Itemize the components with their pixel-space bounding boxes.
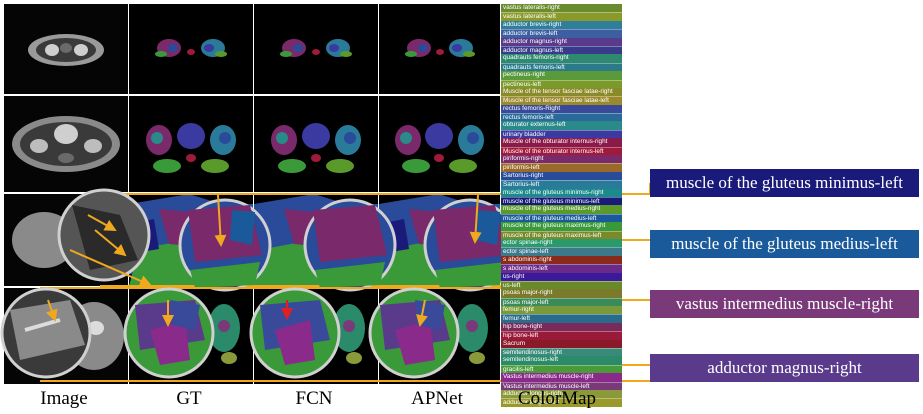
callout-gluteus-minimus-left: muscle of the gluteus minimus-left bbox=[650, 169, 919, 197]
colormap-item: obturator externus-left bbox=[501, 121, 622, 130]
colormap-item: femur-left bbox=[501, 314, 622, 323]
image-grid bbox=[4, 4, 500, 384]
colormap-item: s abdominis-left bbox=[501, 264, 622, 273]
colormap-item: Vastus intermedius muscle-right bbox=[501, 373, 622, 382]
row4-image bbox=[4, 288, 128, 384]
colormap-item: adductor longus-right bbox=[501, 389, 622, 399]
row3-gt bbox=[129, 194, 253, 286]
row2-gt bbox=[129, 96, 253, 192]
colormap-item: hip bone-left bbox=[501, 331, 622, 340]
colormap-item: pectineus-left bbox=[501, 79, 622, 88]
colormap-item: Muscle of the obturator internus-left bbox=[501, 146, 622, 156]
colormap-item: Vastus intermedius muscle-left bbox=[501, 381, 622, 390]
colormap-item: muscle of the gluteus maximus-right bbox=[501, 222, 622, 231]
row1-apnet bbox=[379, 4, 500, 94]
colormap-item: rectus femoris-Right bbox=[501, 104, 622, 114]
colormap-item: rectus femoris-left bbox=[501, 113, 622, 122]
row4-fcn bbox=[254, 288, 378, 384]
row2-apnet bbox=[379, 96, 500, 192]
colormap-legend: vastus lateralis-right vastus lateralis-l… bbox=[501, 4, 622, 407]
row2-image bbox=[4, 96, 128, 192]
colormap-item: muscle of the gluteus minimus-right bbox=[501, 188, 622, 197]
colormap-item: adductor brevis-right bbox=[501, 20, 622, 30]
column-label-image: Image bbox=[40, 388, 88, 409]
colormap-item: muscle of the gluteus minimus-left bbox=[501, 196, 622, 206]
column-label-gt: GT bbox=[176, 388, 202, 409]
row3-apnet bbox=[379, 194, 500, 286]
row2-fcn bbox=[254, 96, 378, 192]
colormap-item: Muscle of the tensor fasciae latae-right bbox=[501, 87, 622, 97]
colormap-item: Sacrum bbox=[501, 339, 622, 349]
row1-image bbox=[4, 4, 128, 94]
row3-fcn bbox=[254, 194, 378, 286]
colormap-item: muscle of the gluteus maximus-left bbox=[501, 230, 622, 239]
colormap-item: adductor longus-left bbox=[501, 398, 622, 407]
colormap-item: adductor brevis-left bbox=[501, 29, 622, 38]
colormap-item: Sartorius-left bbox=[501, 180, 622, 189]
colormap-item: psoas major-right bbox=[501, 289, 622, 298]
colormap-item: psoas major-left bbox=[501, 297, 622, 307]
colormap-item: gracilis-left bbox=[501, 364, 622, 374]
row1-gt bbox=[129, 4, 253, 94]
colormap-item: adductor magnus-left bbox=[501, 45, 622, 55]
colormap-item: piriformis-right bbox=[501, 155, 622, 164]
row1-fcn bbox=[254, 4, 378, 94]
colormap-item: us-left bbox=[501, 280, 622, 290]
colormap-item: us-right bbox=[501, 272, 622, 281]
colormap-item: Sartorius-right bbox=[501, 171, 622, 181]
colormap-item: adductor magnus-right bbox=[501, 37, 622, 46]
colormap-item: Muscle of the tensor fasciae latae-left bbox=[501, 96, 622, 105]
colormap-item: hip bone-right bbox=[501, 322, 622, 332]
colormap-item: quadrauts femoris-left bbox=[501, 62, 622, 72]
callout-vastus-intermedius-right: vastus intermedius muscle-right bbox=[650, 290, 919, 318]
callout-gluteus-medius-left: muscle of the gluteus medius-left bbox=[650, 230, 919, 258]
colormap-item: ector spinae-right bbox=[501, 238, 622, 248]
colormap-item: vastus lateralis-right bbox=[501, 4, 622, 13]
row4-gt bbox=[129, 288, 253, 384]
colormap-item: vastus lateralis-left bbox=[501, 12, 622, 21]
colormap-item: piriformis-left bbox=[501, 163, 622, 172]
colormap-item: ector spinae-left bbox=[501, 247, 622, 256]
callout-adductor-magnus-right: adductor magnus-right bbox=[650, 354, 919, 382]
colormap-item: urinary bladder bbox=[501, 129, 622, 139]
row3-image bbox=[4, 194, 128, 286]
colormap-item: Muscle of the obturator internus-right bbox=[501, 138, 622, 147]
colormap-item: pectineus-right bbox=[501, 71, 622, 80]
colormap-item: s abdominis-right bbox=[501, 255, 622, 265]
row4-apnet bbox=[379, 288, 500, 384]
column-labels: Image GT FCN APNet ColorMap bbox=[0, 388, 923, 414]
column-label-apnet: APNet bbox=[411, 388, 463, 409]
colormap-item: muscle of the gluteus medius-left bbox=[501, 213, 622, 223]
column-label-fcn: FCN bbox=[295, 388, 333, 409]
column-label-colormap: ColorMap bbox=[517, 388, 597, 409]
colormap-item: quadrauts femoris-right bbox=[501, 54, 622, 63]
colormap-item: semitendinosus-right bbox=[501, 348, 622, 357]
colormap-item: femur-right bbox=[501, 306, 622, 315]
colormap-item: semitendinosus-left bbox=[501, 356, 622, 365]
colormap-item: muscle of the gluteus medius-right bbox=[501, 205, 622, 214]
